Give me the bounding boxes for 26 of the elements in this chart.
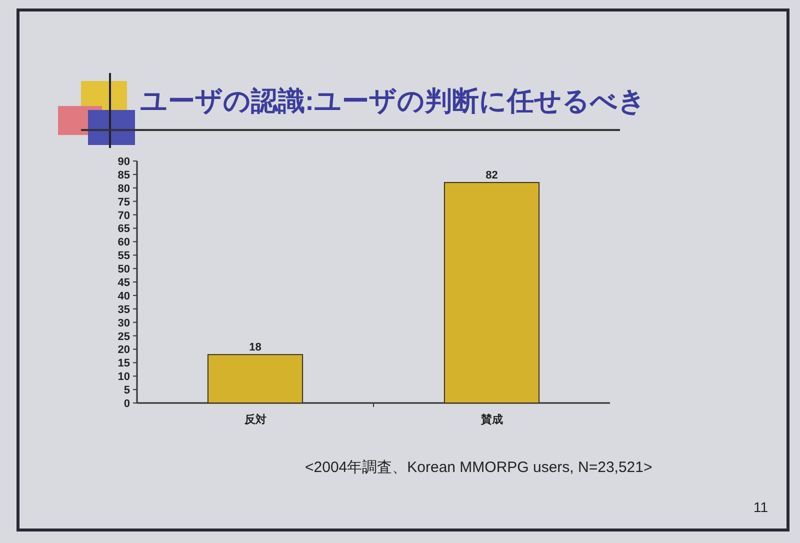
text: 11 (753, 499, 768, 515)
y-tick-label: 40 (118, 290, 130, 302)
y-tick-label: 70 (118, 210, 130, 222)
y-tick-label: 35 (118, 304, 130, 316)
y-tick-label: 0 (124, 398, 130, 410)
text: <2004年調査、Korean MMORPG users, N=23,521> (305, 459, 652, 476)
y-tick-label: 5 (124, 384, 130, 397)
y-tick-label: 20 (118, 344, 130, 356)
y-tick-label: 85 (118, 169, 130, 182)
y-tick-label: 30 (118, 317, 130, 330)
y-tick-label: 15 (118, 358, 130, 370)
data-label: 18 (249, 342, 262, 354)
y-tick-label: 60 (118, 236, 130, 249)
y-tick-label: 65 (118, 223, 130, 236)
data-label: 82 (486, 170, 498, 182)
y-tick-label: 90 (118, 156, 130, 168)
y-tick-label: 45 (118, 277, 130, 289)
x-tick-label: 反対 (243, 413, 266, 426)
y-tick-label: 75 (118, 196, 130, 208)
chart-title: ユーザの認識:ユーザの判断に任せるべき (140, 86, 646, 116)
y-tick-label: 10 (118, 371, 130, 384)
y-tick-label: 55 (118, 250, 130, 262)
x-tick-label: 賛成 (480, 413, 503, 426)
y-tick-label: 80 (118, 182, 130, 195)
y-tick-label: 25 (118, 330, 130, 343)
y-tick-label: 50 (118, 264, 130, 276)
